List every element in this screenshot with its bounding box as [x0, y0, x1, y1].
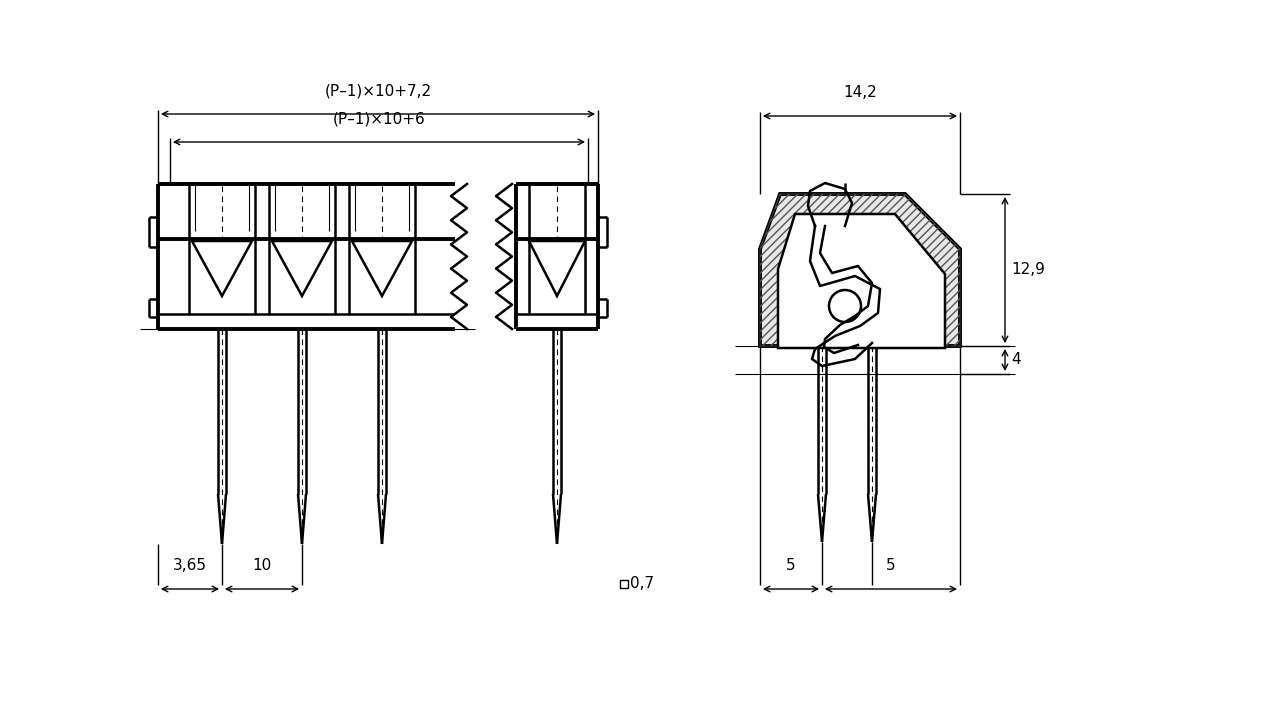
Text: 5: 5	[886, 558, 896, 573]
Text: 14,2: 14,2	[844, 85, 877, 100]
Polygon shape	[451, 184, 512, 329]
Polygon shape	[760, 194, 960, 346]
Text: 12,9: 12,9	[1011, 263, 1044, 277]
Bar	[620, 580, 628, 588]
Text: (P–1)×10+7,2: (P–1)×10+7,2	[324, 83, 431, 98]
Text: 4: 4	[1011, 353, 1020, 367]
Text: 0,7: 0,7	[630, 577, 654, 591]
Text: 10: 10	[252, 558, 271, 573]
Text: 3,65: 3,65	[173, 558, 207, 573]
Polygon shape	[778, 214, 945, 348]
Text: 5: 5	[786, 558, 796, 573]
Text: (P–1)×10+6: (P–1)×10+6	[333, 111, 425, 126]
